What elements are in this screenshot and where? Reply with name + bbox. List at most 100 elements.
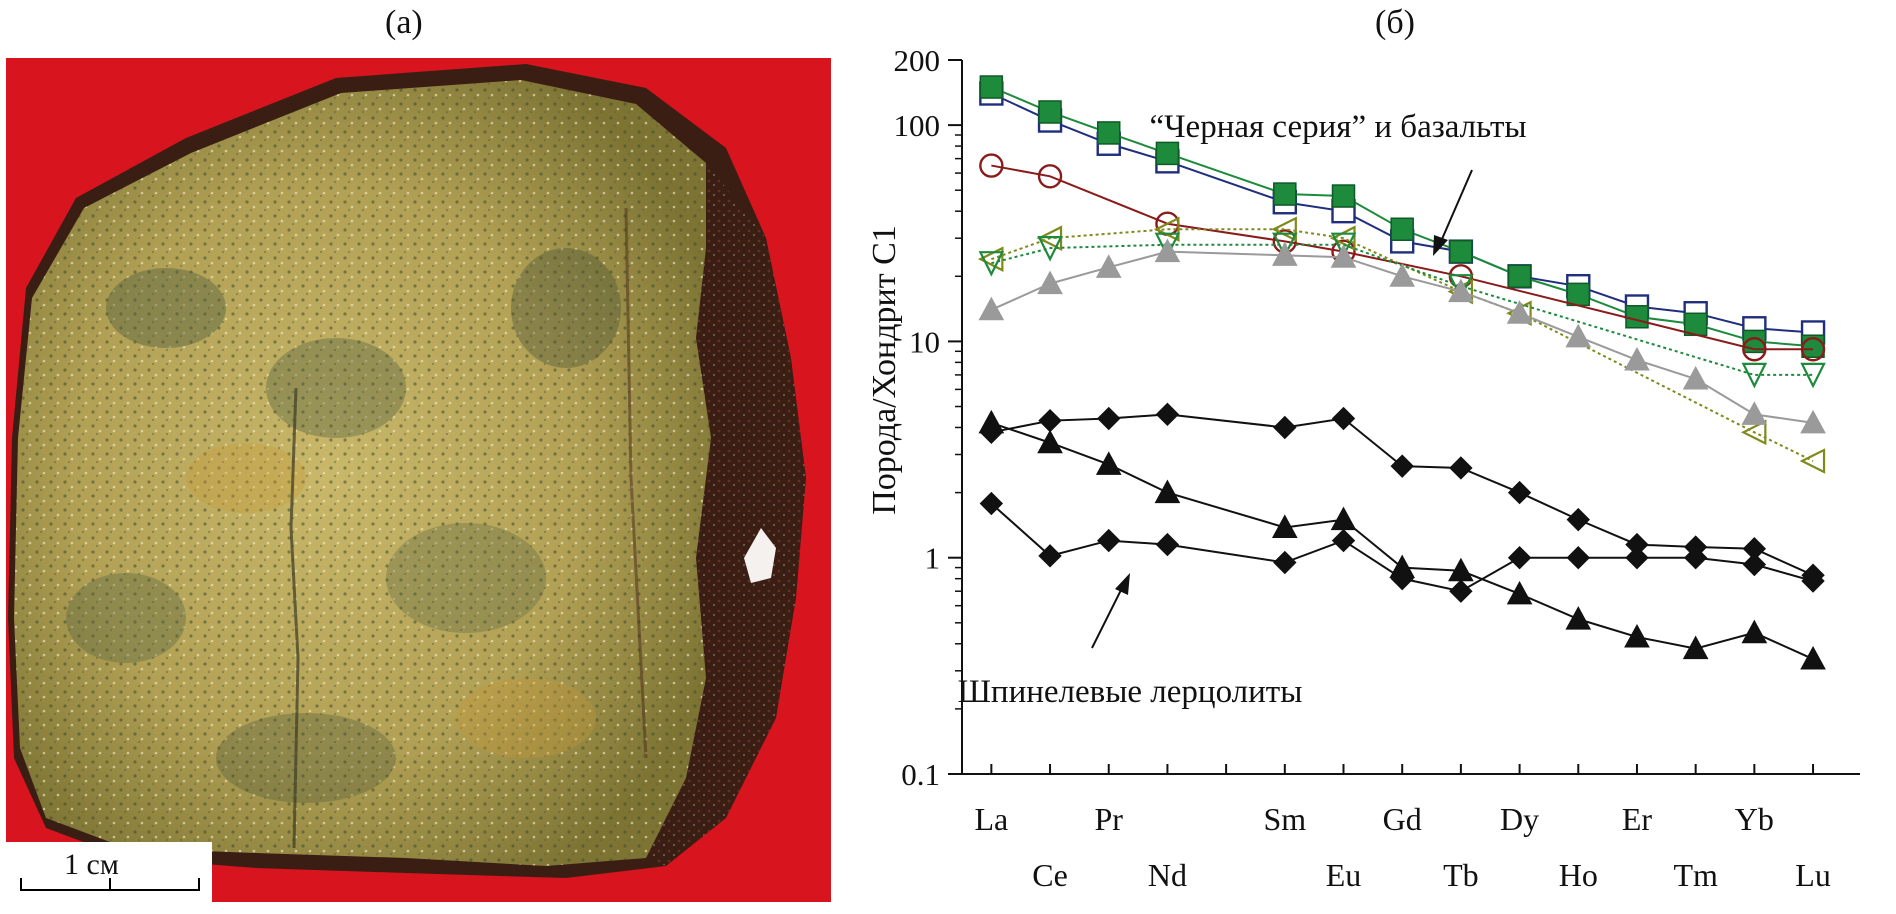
data-point: [1273, 550, 1297, 575]
scale-bar-tick: [20, 878, 22, 891]
data-point: [1507, 264, 1532, 289]
data-point: [1390, 217, 1414, 242]
dark-inclusion: [511, 248, 621, 368]
data-point: [1741, 401, 1768, 425]
data-point: [1566, 545, 1590, 570]
x-tick-label: Dy: [1500, 801, 1539, 837]
x-tick-label: Ce: [1032, 857, 1068, 893]
data-point: [1330, 244, 1357, 268]
data-point: [1038, 408, 1062, 433]
data-point: [1565, 323, 1592, 348]
data-point: [1742, 337, 1767, 362]
x-tick-label: Sm: [1263, 801, 1306, 837]
data-point: [1037, 236, 1063, 262]
panel-a-label: (а): [385, 4, 423, 41]
y-axis-label: Порода/Хондрит С1: [866, 225, 903, 515]
x-tick-label: Yb: [1735, 801, 1774, 837]
white-inclusion: [744, 528, 776, 583]
data-point: [979, 153, 1004, 178]
data-point: [977, 246, 1004, 272]
data-point: [1331, 184, 1356, 208]
data-point: [1330, 232, 1357, 259]
data-point: [1095, 254, 1122, 278]
data-point: [1097, 406, 1121, 431]
scale-bar-label: 1 см: [64, 848, 119, 881]
annotation-arrow: [1091, 583, 1125, 649]
data-point: [1506, 580, 1533, 605]
data-point: [1801, 569, 1825, 593]
data-point: [1037, 270, 1063, 295]
data-point: [1800, 409, 1826, 434]
chart-labels: 0.1 1 10 100 200 La Ce Pr Nd Sm Eu Gd Tb Dy Ho Er Tm Yb Lu: [894, 50, 1831, 893]
x-tick-label: Gd: [1383, 801, 1422, 837]
data-point: [1271, 242, 1298, 266]
data-point: [1097, 528, 1121, 553]
data-point: [1449, 456, 1473, 480]
data-point: [979, 75, 1004, 99]
y-tick-label: 1: [925, 541, 941, 576]
data-point: [1800, 645, 1826, 670]
dark-inclusion: [386, 523, 546, 633]
x-tick-label: Er: [1622, 801, 1653, 837]
data-point: [1155, 141, 1180, 166]
annotation-black-series: “Черная серия” и базальты: [1149, 109, 1526, 145]
data-point: [1742, 552, 1767, 577]
dark-inclusion: [266, 338, 406, 438]
scale-bar-tick: [198, 878, 200, 891]
data-point: [1506, 300, 1533, 324]
data-point: [1273, 182, 1297, 206]
series-line: [991, 421, 1814, 660]
data-point: [979, 491, 1004, 516]
data-point: [1331, 406, 1356, 431]
data-point: [1448, 274, 1474, 300]
chart-series: [977, 75, 1826, 670]
data-point: [1037, 429, 1063, 454]
data-point: [1683, 545, 1708, 570]
series-line: [991, 243, 1814, 376]
panel-b-label: (б): [1375, 4, 1415, 41]
chart-axes: [948, 59, 1860, 775]
x-tick-label: Lu: [1795, 857, 1831, 893]
data-point: [1038, 544, 1062, 568]
crack-line: [624, 207, 648, 759]
annotation-spinel-lherzolites: Шпинелевые лерцолиты: [958, 674, 1303, 710]
data-point: [978, 296, 1005, 321]
data-point: [1799, 448, 1826, 474]
data-point: [1154, 238, 1181, 263]
data-point: [1624, 347, 1650, 371]
data-point: [1037, 164, 1063, 189]
y-tick-label: 0.1: [901, 757, 940, 792]
rock-sample-image: [6, 58, 831, 902]
data-point: [1155, 402, 1180, 427]
rock-rind-texture: [646, 163, 806, 866]
data-point: [1566, 507, 1590, 532]
ochre-patch: [186, 443, 306, 513]
crack-line: [289, 387, 300, 849]
annotation-arrowhead: [1115, 573, 1130, 595]
data-point: [1624, 623, 1650, 648]
data-point: [1331, 528, 1356, 553]
x-tick-label: Eu: [1326, 857, 1362, 893]
data-point: [1740, 419, 1767, 446]
y-tick-label: 10: [909, 324, 940, 359]
data-point: [1800, 337, 1826, 362]
x-tick-label: La: [974, 801, 1008, 837]
data-point: [1154, 232, 1181, 259]
data-point: [1095, 451, 1122, 475]
dark-inclusion: [216, 713, 396, 803]
data-point: [1741, 619, 1768, 644]
data-point: [1330, 506, 1357, 531]
data-point: [978, 251, 1005, 277]
data-point: [1566, 282, 1591, 307]
x-tick-label: Ho: [1559, 857, 1598, 893]
data-point: [1155, 532, 1180, 557]
data-point: [1096, 121, 1121, 145]
data-point: [1449, 579, 1473, 603]
data-point: [1449, 239, 1473, 264]
data-point: [1390, 454, 1414, 478]
ochre-patch: [456, 678, 596, 758]
data-point: [978, 409, 1005, 434]
scale-bar-tick: [109, 878, 111, 891]
data-point: [1507, 545, 1532, 570]
data-point: [1625, 545, 1649, 570]
